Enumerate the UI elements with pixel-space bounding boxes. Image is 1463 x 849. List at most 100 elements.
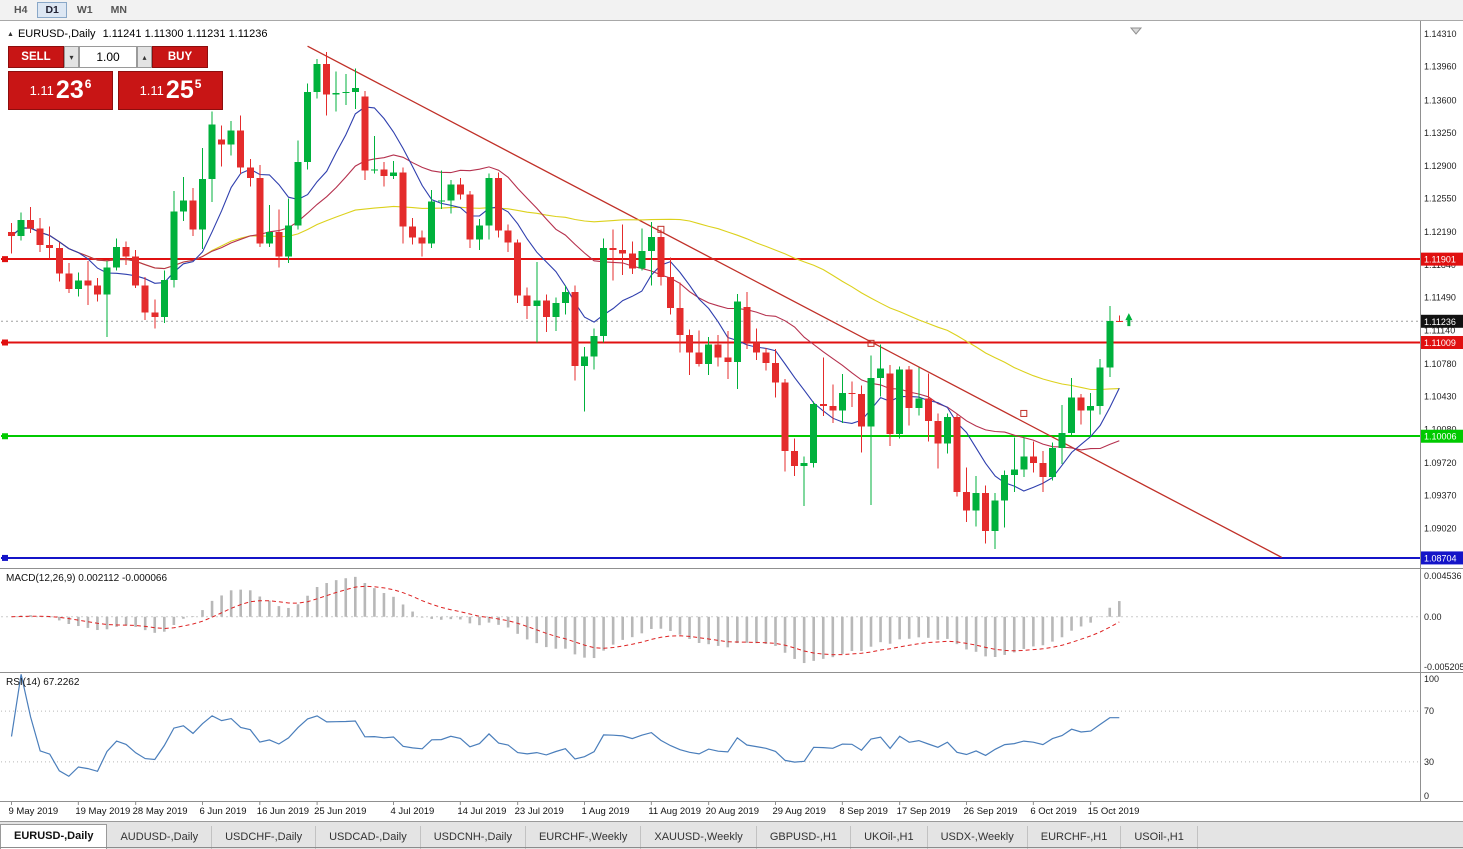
- chart-tabbar: EURUSD-,Daily AUDUSD-,Daily USDCHF-,Daily U…: [0, 821, 1463, 849]
- candle-body: [504, 230, 512, 243]
- candle-body: [963, 491, 970, 511]
- candle-body: [905, 369, 913, 408]
- tab-xauusd-weekly[interactable]: XAUUSD-,Weekly: [641, 826, 757, 849]
- price-badge-value: 1.08704: [1424, 553, 1457, 563]
- candle-body: [1077, 397, 1085, 411]
- trendline-handle[interactable]: [1020, 409, 1028, 417]
- tab-ukoil-h1[interactable]: UKOil-,H1: [851, 826, 928, 849]
- candle-body: [141, 285, 149, 313]
- timeframe-toolbar: H4 D1 W1 MN: [0, 0, 1463, 21]
- candle-body: [1087, 405, 1095, 411]
- candle-body: [93, 285, 101, 295]
- tab-usdx-weekly[interactable]: USDX-,Weekly: [928, 826, 1028, 849]
- trade-panel-collapse-icon[interactable]: ▲: [7, 31, 14, 38]
- candle-body: [1010, 469, 1018, 476]
- candle-body: [848, 392, 856, 394]
- tab-eurchf-h1[interactable]: EURCHF-,H1: [1028, 826, 1122, 849]
- trendline-handle[interactable]: [867, 339, 875, 347]
- candle-body: [342, 91, 350, 93]
- price-axis-label: 1.12900: [1424, 161, 1457, 171]
- price-axis-label: 1.12190: [1424, 227, 1457, 237]
- candle-body: [533, 300, 541, 306]
- candle-body: [1048, 448, 1056, 477]
- timeframe-button-d1[interactable]: D1: [37, 2, 67, 18]
- chart-shift-marker-icon[interactable]: [1129, 27, 1143, 35]
- trade-panel-controls: SELL ▾ ▴ BUY: [8, 46, 224, 68]
- candle-body: [265, 232, 273, 244]
- buy-price-display[interactable]: 1.11 25 5: [118, 71, 223, 110]
- candle-body: [36, 228, 44, 246]
- candle-body: [714, 344, 722, 358]
- candle-body: [122, 247, 130, 257]
- candle-body: [170, 211, 178, 280]
- candle-body: [113, 247, 121, 268]
- candle-body: [1096, 367, 1104, 406]
- tab-usdchf-daily[interactable]: USDCHF-,Daily: [212, 826, 317, 849]
- price-badge: [1421, 336, 1463, 350]
- rsi-axis-0: 0: [1424, 791, 1429, 801]
- hline-handle[interactable]: [2, 433, 8, 440]
- candle-body: [991, 500, 999, 532]
- candle-body: [227, 130, 235, 145]
- candle-body: [686, 334, 694, 353]
- price-axis-label: 1.11140: [1424, 325, 1455, 335]
- date-label: 25 Jun 2019: [314, 806, 366, 817]
- sell-price-pipette: 6: [84, 76, 92, 91]
- price-axis-label: 1.09020: [1424, 523, 1457, 533]
- sell-price-display[interactable]: 1.11 23 6: [8, 71, 113, 110]
- candle-body: [772, 362, 779, 383]
- lot-size-input[interactable]: [79, 46, 137, 68]
- candle-body: [399, 172, 407, 227]
- price-axis-label: 1.13960: [1424, 62, 1457, 72]
- macd-axis-zero: 0.00: [1424, 612, 1442, 622]
- lot-increase-button[interactable]: ▴: [137, 46, 152, 68]
- sell-button[interactable]: SELL: [8, 46, 64, 68]
- date-label: 29 Aug 2019: [773, 806, 826, 817]
- tab-gbpusd-h1[interactable]: GBPUSD-,H1: [757, 826, 852, 849]
- candle-body: [1001, 475, 1009, 501]
- candle-body: [218, 139, 226, 145]
- tab-audusd-daily[interactable]: AUDUSD-,Daily: [107, 826, 213, 849]
- rsi-indicator-label: RSI(14) 67.2262: [6, 677, 80, 688]
- candle-body: [313, 63, 321, 92]
- date-label: 26 Sep 2019: [964, 806, 1018, 817]
- hline-handle[interactable]: [2, 339, 8, 346]
- candle-body: [275, 232, 283, 257]
- candle-body: [456, 184, 464, 195]
- price-chart-svg: 1.14310 1.13960 1.13600 1.13250 1.12900 1.125…: [0, 21, 1463, 821]
- candle-body: [466, 194, 474, 240]
- candle-body: [886, 373, 894, 434]
- descending-trendline[interactable]: [307, 45, 1282, 558]
- tab-eurusd-daily[interactable]: EURUSD-,Daily: [0, 824, 108, 849]
- candle-body: [752, 342, 760, 353]
- date-label: 15 Oct 2019: [1088, 806, 1140, 817]
- price-axis-label: 1.12550: [1424, 193, 1457, 203]
- tab-eurchf-weekly[interactable]: EURCHF-,Weekly: [526, 826, 642, 849]
- candle-body: [246, 167, 254, 178]
- candle-body: [666, 276, 674, 308]
- candle-body: [733, 301, 741, 363]
- date-label: 1 Aug 2019: [582, 806, 630, 817]
- timeframe-button-mn[interactable]: MN: [103, 2, 135, 18]
- buy-price-pipette: 5: [194, 76, 202, 91]
- candle-body: [810, 404, 818, 463]
- timeframe-button-w1[interactable]: W1: [69, 2, 101, 18]
- hline-handle[interactable]: [2, 256, 8, 263]
- tab-usdcad-daily[interactable]: USDCAD-,Daily: [316, 826, 421, 849]
- chart-ohlc-values: 1.11241 1.11300 1.11231 1.11236: [102, 28, 268, 40]
- candle-body: [638, 250, 646, 269]
- sell-price-pips: 23: [55, 76, 84, 104]
- tab-usdcnh-daily[interactable]: USDCNH-,Daily: [421, 826, 526, 849]
- hline-handle[interactable]: [2, 554, 8, 561]
- candle-body: [590, 335, 598, 357]
- timeframe-button-h4[interactable]: H4: [6, 2, 35, 18]
- buy-button[interactable]: BUY: [152, 46, 208, 68]
- lot-decrease-button[interactable]: ▾: [64, 46, 79, 68]
- tab-usoil-h1[interactable]: USOil-,H1: [1121, 826, 1198, 849]
- candle-body: [943, 417, 951, 444]
- candle-body: [819, 404, 827, 406]
- date-label: 17 Sep 2019: [897, 806, 951, 817]
- buy-price-pips: 25: [165, 76, 194, 104]
- candle-body: [179, 200, 187, 212]
